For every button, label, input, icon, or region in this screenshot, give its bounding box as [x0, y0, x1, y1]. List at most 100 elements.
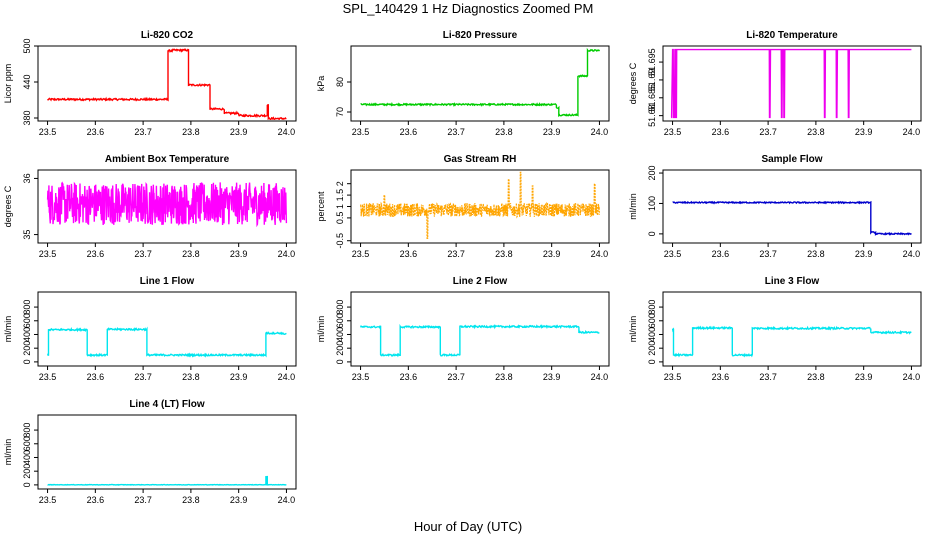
y-tick-label: 380: [22, 110, 32, 125]
x-tick-label: 24.0: [278, 495, 296, 505]
panel-title: Sample Flow: [761, 154, 822, 165]
y-axis-label: ml/min: [628, 316, 638, 343]
x-tick-label: 24.0: [278, 249, 296, 259]
x-tick-label: 23.5: [664, 372, 682, 382]
x-tick-label: 23.7: [134, 495, 152, 505]
y-axis-label: ml/min: [3, 316, 13, 343]
x-tick-label: 23.6: [87, 372, 105, 382]
panel-rh: Gas Stream RH 23.5 23.6 23.7 23.8 23.9 24.0 -0.…: [316, 154, 610, 259]
y-tick-label: 800: [335, 300, 345, 315]
x-tick-label: 23.8: [182, 127, 200, 137]
x-tick-label: 23.6: [712, 249, 730, 259]
x-tick-label: 23.5: [664, 127, 682, 137]
panel-sample_flow: Sample Flow 23.5 23.6 23.7 23.8 23.9 24.0 0 100 2…: [628, 154, 922, 259]
panel-title: Line 2 Flow: [453, 276, 508, 287]
panel-title: Li-820 CO2: [141, 30, 194, 41]
panel-title: Line 3 Flow: [765, 276, 820, 287]
series-line-line2: [359, 323, 600, 358]
plot-frame: [350, 291, 610, 367]
panel-line1: Line 1 Flow 23.5 23.6 23.7 23.8 23.9 24.0 0 2004…: [3, 276, 297, 382]
x-tick-label: 23.6: [712, 127, 730, 137]
series-line-co2: [47, 48, 287, 120]
panel-co2: Li-820 CO2 23.5 23.6 23.7 23.8 23.9 24.0 380 440…: [3, 30, 297, 137]
x-tick-label: 23.9: [230, 495, 248, 505]
x-tick-label: 23.7: [447, 249, 465, 259]
x-tick-label: 24.0: [278, 127, 296, 137]
x-tick-label: 23.6: [87, 249, 105, 259]
x-tick-label: 23.7: [134, 372, 152, 382]
panel-line2: Line 2 Flow 23.5 23.6 23.7 23.8 23.9 24.0 0 2004…: [316, 276, 610, 382]
x-tick-label: 23.5: [352, 372, 370, 382]
panel-title: Li-820 Temperature: [746, 30, 838, 41]
series-line-line1: [47, 326, 287, 358]
figure-x-axis-label: Hour of Day (UTC): [414, 519, 522, 534]
x-tick-label: 23.6: [400, 249, 418, 259]
x-tick-label: 24.0: [903, 372, 921, 382]
x-tick-label: 23.9: [855, 372, 873, 382]
series-line-rh: [360, 171, 600, 239]
y-tick-label: -0.5: [335, 233, 345, 249]
x-tick-label: 23.5: [39, 127, 57, 137]
figure-title: SPL_140429 1 Hz Diagnostics Zoomed PM: [343, 1, 594, 16]
series-line-licor_temp: [670, 48, 912, 119]
x-tick-label: 23.6: [400, 372, 418, 382]
panel-line3: Line 3 Flow 23.5 23.6 23.7 23.8 23.9 24.0 0 2004…: [628, 276, 922, 382]
y-tick-label: 36: [22, 173, 32, 183]
y-tick-label: 200: [647, 166, 657, 181]
plot-frame: [37, 414, 297, 490]
x-tick-label: 24.0: [591, 372, 609, 382]
x-tick-label: 23.6: [87, 495, 105, 505]
plot-frame: [662, 169, 922, 244]
y-tick-label: 0: [22, 482, 32, 487]
y-tick-label: 1.5: [335, 189, 345, 202]
x-tick-label: 23.9: [543, 249, 561, 259]
panel-title: Ambient Box Temperature: [105, 154, 230, 165]
panel-title: Li-820 Pressure: [443, 30, 518, 41]
x-tick-label: 23.9: [230, 127, 248, 137]
x-tick-label: 24.0: [591, 249, 609, 259]
x-tick-label: 23.9: [230, 249, 248, 259]
x-tick-label: 23.8: [495, 372, 513, 382]
plot-frame: [37, 291, 297, 367]
y-tick-label: 400: [22, 450, 32, 465]
y-axis-label: ml/min: [316, 316, 326, 343]
x-tick-label: 23.9: [543, 127, 561, 137]
y-tick-label: 800: [647, 300, 657, 315]
panel-box_temp: Ambient Box Temperature 23.5 23.6 23.7 23.8 2…: [3, 154, 297, 259]
x-tick-label: 23.9: [543, 372, 561, 382]
y-axis-label: ml/min: [3, 439, 13, 466]
series-line-line3: [671, 325, 912, 358]
y-tick-label: 600: [22, 313, 32, 328]
y-tick-label: 800: [22, 300, 32, 315]
y-tick-label: 400: [335, 327, 345, 342]
x-tick-label: 23.6: [712, 372, 730, 382]
y-axis-label: kPa: [316, 76, 326, 92]
y-tick-label: 400: [22, 327, 32, 342]
y-tick-label: 0: [647, 231, 657, 236]
x-tick-label: 23.8: [182, 495, 200, 505]
y-axis-label: ml/min: [628, 193, 638, 220]
x-tick-label: 24.0: [903, 127, 921, 137]
series-line-line4: [47, 475, 287, 486]
x-tick-label: 23.7: [134, 127, 152, 137]
x-tick-label: 23.8: [182, 249, 200, 259]
y-tick-label: 35: [22, 230, 32, 240]
y-tick-label: 500: [22, 38, 32, 53]
x-tick-label: 23.5: [39, 249, 57, 259]
y-axis-label: Licor ppm: [3, 64, 13, 104]
x-tick-label: 23.6: [87, 127, 105, 137]
panel-line4: Line 4 (LT) Flow 23.5 23.6 23.7 23.8 23.9 24.0…: [3, 399, 297, 505]
plot-frame: [37, 169, 297, 244]
x-tick-label: 23.9: [855, 127, 873, 137]
x-tick-label: 24.0: [278, 372, 296, 382]
y-tick-label: 400: [647, 327, 657, 342]
y-axis-label: degrees C: [628, 62, 638, 104]
y-tick-label: 600: [22, 436, 32, 451]
x-tick-label: 23.5: [664, 249, 682, 259]
x-tick-label: 23.7: [759, 249, 777, 259]
panel-grid: Li-820 CO2 23.5 23.6 23.7 23.8 23.9 24.0 380 440…: [3, 30, 922, 505]
y-tick-label: 0.5: [335, 212, 345, 225]
panel-title: Line 1 Flow: [140, 276, 195, 287]
